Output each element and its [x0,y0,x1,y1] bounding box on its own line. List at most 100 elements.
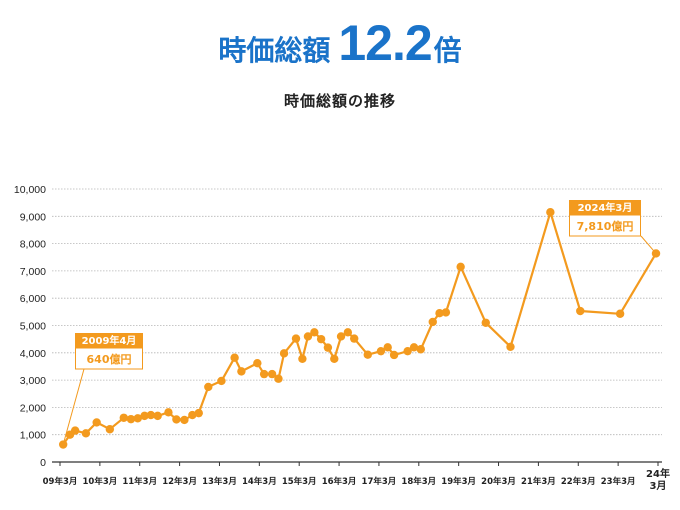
y-tick-label: 10,000 [14,184,46,196]
data-point [126,414,136,424]
x-tick-label: 17年3月 [362,476,397,487]
data-point [546,208,555,217]
data-point [383,343,392,352]
data-point [481,318,490,327]
data-point [204,382,213,392]
data-point [615,309,625,318]
data-point [316,334,326,344]
data-point [133,414,142,423]
callout-value: 640億円 [87,352,132,366]
x-tick-label: 09年3月 [43,476,78,487]
data-point [330,354,339,364]
data-point [267,369,277,379]
headline: 時価総額 12.2倍 [0,14,680,72]
x-tick-label: 14年3月 [242,476,277,487]
data-point [298,354,307,364]
x-axis-ticks: 09年3月 10年3月 11年3月 12年3月 13年3月 14年3月 15年3月 16年3月… [43,462,670,492]
data-points [58,208,661,449]
data-point [140,411,149,421]
headline-multiple: 12.2 [338,15,432,71]
callout-header: 2009年4月 [82,334,137,347]
series-line [62,211,657,446]
y-tick-label: 2,000 [20,402,46,414]
data-point [81,429,91,438]
annotations: 2009年4月 640億円 2024年3月 7,810億円 [62,200,657,445]
data-point [92,418,101,427]
y-tick-label: 4,000 [20,348,46,360]
data-point [259,369,269,379]
data-point [416,345,425,354]
data-point [291,334,301,343]
series-market-cap [62,211,657,446]
data-point [403,346,412,356]
x-tick-label: 20年3月 [481,476,516,487]
data-point [350,334,359,343]
x-tick-label: 16年3月 [322,476,357,487]
callout-body-box [569,214,641,237]
data-point [253,358,262,368]
x-tick-label: 10年3月 [82,476,117,487]
x-tick-label: 13年3月 [202,476,237,487]
callout-value: 7,810億円 [577,219,634,233]
data-point [180,415,189,425]
data-point [441,308,451,317]
data-point [506,342,515,351]
x-tick-label: 24年 [646,467,670,480]
data-point [363,350,372,359]
data-point [217,376,226,386]
y-tick-label: 1,000 [20,430,46,442]
x-tick-label: 18年3月 [401,476,436,487]
y-tick-label: 7,000 [20,266,46,278]
callout-body-box [75,347,143,370]
chart-title: 時価総額の推移 [283,92,396,110]
y-tick-label: 6,000 [20,293,46,305]
x-tick-label: 22年3月 [561,476,596,487]
y-tick-label: 0 [40,457,46,469]
x-tick-label: 3月 [650,480,667,492]
data-point [230,353,239,362]
callout-header-bg [75,333,143,348]
callout-leader [62,368,85,445]
data-point [237,367,246,376]
data-point [376,346,386,356]
x-tick-label: 19年3月 [441,476,476,487]
data-point [576,306,585,316]
callout-header: 2024年3月 [578,201,633,214]
data-point [274,374,283,383]
data-point [164,408,173,417]
y-tick-label: 5,000 [20,321,46,333]
data-point [343,328,353,337]
x-tick-label: 23年3月 [601,476,636,487]
data-point [194,408,203,418]
data-point [105,425,115,434]
data-point [279,349,289,358]
x-tick-label: 15年3月 [282,476,317,487]
x-tick-label: 12年3月 [162,476,197,487]
data-point [323,343,333,352]
data-point [70,426,80,435]
y-tick-label: 9,000 [20,211,46,223]
callout-leader [640,235,657,254]
data-point [303,332,313,341]
y-axis-ticks: 0 1,000 2,000 3,000 4,000 5,000 6,000 7,000 8,00… [14,184,46,469]
data-point [456,262,465,272]
y-tick-label: 8,000 [20,239,46,251]
data-point [172,415,181,424]
x-tick-label: 21年3月 [521,476,556,487]
data-point [119,413,128,422]
data-point [188,410,197,420]
data-point [409,343,419,352]
y-tick-label: 3,000 [20,375,46,387]
data-point [389,350,399,360]
data-point [310,328,319,337]
data-point [336,332,346,341]
x-tick-label: 11年3月 [122,476,157,487]
headline-label: 時価総額 [218,34,331,67]
callout-header-bg [569,200,641,215]
data-point [428,317,437,327]
data-point [153,411,162,421]
headline-unit: 倍 [433,34,462,67]
data-point [146,410,156,420]
data-point [435,309,444,318]
